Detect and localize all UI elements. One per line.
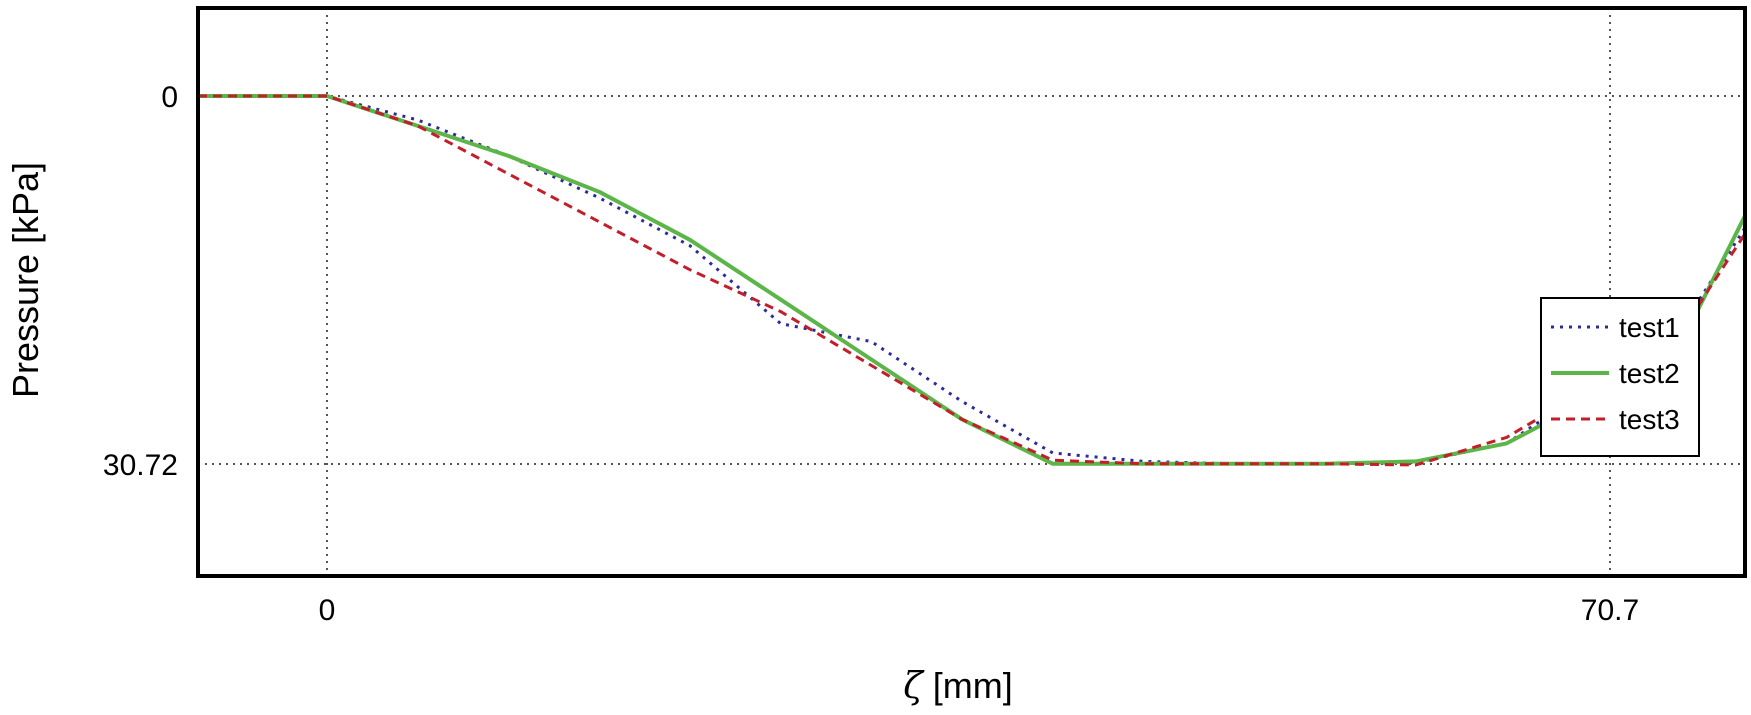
legend-label-test2: test2 bbox=[1619, 358, 1680, 389]
y-tick-label-1: 30.72 bbox=[103, 449, 178, 482]
x-tick-label-1: 70.7 bbox=[1581, 594, 1639, 627]
legend-box bbox=[1540, 297, 1700, 457]
x-axis-label: ζ [mm] bbox=[903, 665, 1013, 707]
x-tick-label-0: 0 bbox=[319, 594, 336, 627]
grid-lines bbox=[198, 8, 1745, 576]
series-test2-line bbox=[198, 94, 1747, 466]
x-axis-symbol: ζ bbox=[903, 666, 925, 707]
y-axis-label: Pressure [kPa] bbox=[5, 162, 46, 398]
x-axis-unit: [mm] bbox=[923, 665, 1013, 706]
series-lines bbox=[198, 94, 1747, 467]
legend-label-test1: test1 bbox=[1619, 312, 1680, 343]
series-test1-line bbox=[198, 94, 1747, 466]
legend-entries: test1 test2 test3 bbox=[1551, 312, 1680, 435]
legend: test1 test2 test3 bbox=[1540, 297, 1700, 457]
legend-label-test3: test3 bbox=[1619, 404, 1680, 435]
tick-labels: 0 70.7 0 30.72 bbox=[103, 81, 1639, 627]
plot-frame bbox=[196, 6, 1747, 578]
series-test3-line bbox=[198, 94, 1747, 467]
y-tick-label-0: 0 bbox=[161, 81, 178, 114]
